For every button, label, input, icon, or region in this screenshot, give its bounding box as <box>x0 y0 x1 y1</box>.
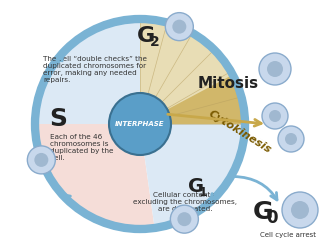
Circle shape <box>165 13 193 41</box>
Text: Mitosis: Mitosis <box>198 77 259 91</box>
Circle shape <box>262 103 288 129</box>
Text: $\mathbf{G}$: $\mathbf{G}$ <box>136 26 154 46</box>
Wedge shape <box>140 124 245 228</box>
Text: The cell “double checks” the
duplicated chromosomes for
error, making any needed: The cell “double checks” the duplicated … <box>43 56 147 83</box>
Circle shape <box>269 110 281 122</box>
Wedge shape <box>35 124 155 229</box>
Text: $\mathbf{0}$: $\mathbf{0}$ <box>266 209 278 227</box>
Wedge shape <box>140 75 245 124</box>
Text: $\mathbf{G}$: $\mathbf{G}$ <box>252 200 272 224</box>
Text: S: S <box>49 107 67 131</box>
Text: Cell cycle arrest: Cell cycle arrest <box>260 232 316 238</box>
Circle shape <box>177 212 192 226</box>
Circle shape <box>109 93 171 155</box>
Circle shape <box>259 53 291 85</box>
Circle shape <box>285 133 297 145</box>
Wedge shape <box>140 19 245 124</box>
Circle shape <box>34 153 48 167</box>
Text: $\mathbf{G}$: $\mathbf{G}$ <box>187 176 203 196</box>
Circle shape <box>267 61 283 77</box>
Circle shape <box>291 201 309 219</box>
Text: Each of the 46
chromosomes is
duplicated by the
cell.: Each of the 46 chromosomes is duplicated… <box>50 134 114 161</box>
Text: $\mathbf{2}$: $\mathbf{2}$ <box>149 35 159 49</box>
Circle shape <box>170 205 198 233</box>
Text: INTERPHASE: INTERPHASE <box>115 121 165 127</box>
Wedge shape <box>35 19 140 124</box>
Circle shape <box>172 20 186 34</box>
Circle shape <box>27 146 55 174</box>
Text: Cytokinesis: Cytokinesis <box>207 109 273 155</box>
Circle shape <box>282 192 318 228</box>
Circle shape <box>278 126 304 152</box>
Text: $\mathbf{1}$: $\mathbf{1}$ <box>198 185 208 199</box>
Text: Cellular contents,
excluding the chromosomes,
are duplicated.: Cellular contents, excluding the chromos… <box>133 192 237 212</box>
